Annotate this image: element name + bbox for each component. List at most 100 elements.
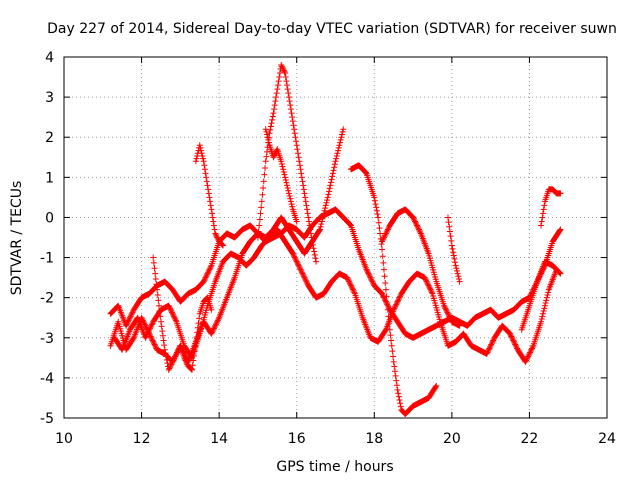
- plot-border: [63, 56, 608, 419]
- data-point: [148, 322, 155, 329]
- data-point: [258, 204, 265, 211]
- data-point: [413, 222, 420, 229]
- data-point: [542, 300, 549, 307]
- data-point: [528, 346, 535, 353]
- data-point: [192, 338, 199, 345]
- data-point: [388, 342, 395, 349]
- data-point: [379, 253, 386, 260]
- data-point: [338, 134, 345, 141]
- data-point: [195, 320, 202, 327]
- data-point: [485, 346, 492, 353]
- data-point: [371, 194, 378, 201]
- data-point: [338, 131, 345, 138]
- data-point: [300, 273, 307, 280]
- data-point: [334, 150, 341, 157]
- data-point: [150, 254, 157, 261]
- data-point: [145, 329, 152, 336]
- data-point: [450, 252, 457, 259]
- data-point: [410, 214, 417, 221]
- data-point: [393, 300, 400, 307]
- data-point: [386, 320, 393, 327]
- data-point: [395, 296, 402, 303]
- data-point: [201, 277, 208, 284]
- data-point: [220, 242, 227, 249]
- series-track-12: [518, 258, 564, 333]
- data-point: [194, 324, 201, 331]
- data-point: [269, 116, 276, 123]
- data-point: [218, 241, 225, 248]
- data-point: [165, 366, 172, 373]
- data-point: [307, 226, 314, 233]
- data-point: [282, 174, 289, 181]
- data-point: [284, 86, 291, 93]
- data-point: [281, 68, 288, 75]
- data-point: [182, 357, 189, 364]
- data-point: [298, 267, 305, 274]
- data-point: [382, 279, 389, 286]
- data-point: [163, 353, 170, 360]
- data-point: [259, 191, 266, 198]
- data-point: [487, 342, 494, 349]
- y-tick-label: -2: [40, 291, 54, 307]
- data-point: [332, 158, 339, 165]
- data-point: [126, 314, 133, 321]
- data-point: [333, 152, 340, 159]
- data-point: [511, 340, 518, 347]
- data-point: [444, 309, 451, 316]
- data-point: [543, 297, 550, 304]
- data-point: [129, 309, 136, 316]
- data-point: [213, 233, 220, 240]
- data-point: [362, 169, 369, 176]
- data-point: [150, 340, 157, 347]
- data-point: [169, 358, 176, 365]
- data-point: [488, 341, 495, 348]
- data-point: [509, 336, 516, 343]
- data-point: [146, 332, 153, 339]
- data-point: [209, 328, 216, 335]
- data-point: [274, 86, 281, 93]
- x-tick-label: 16: [288, 431, 306, 447]
- data-point: [203, 174, 210, 181]
- data-point: [379, 290, 386, 297]
- data-point: [140, 318, 147, 325]
- data-point: [256, 222, 263, 229]
- data-point: [148, 334, 155, 341]
- data-point: [454, 270, 461, 277]
- data-point: [382, 230, 389, 237]
- data-point: [271, 106, 278, 113]
- data-point: [486, 344, 493, 351]
- data-point: [126, 316, 133, 323]
- data-point: [293, 142, 300, 149]
- data-point: [188, 366, 195, 373]
- data-point: [385, 313, 392, 320]
- data-point: [543, 294, 550, 301]
- data-point: [347, 281, 354, 288]
- data-point: [300, 271, 307, 278]
- data-point: [390, 358, 397, 365]
- data-point: [305, 218, 312, 225]
- data-point: [292, 134, 299, 141]
- data-point: [141, 321, 148, 328]
- data-point: [167, 306, 174, 313]
- data-point: [522, 358, 529, 365]
- data-point: [280, 67, 287, 74]
- data-point: [197, 144, 204, 151]
- data-point: [444, 214, 451, 221]
- data-point: [278, 63, 285, 70]
- data-point: [412, 218, 419, 225]
- data-point: [193, 155, 200, 162]
- data-point: [291, 126, 298, 133]
- data-point: [191, 348, 198, 355]
- data-point: [270, 154, 277, 161]
- series-track-8: [348, 162, 440, 417]
- data-point: [296, 263, 303, 270]
- data-point: [311, 248, 318, 255]
- data-point: [297, 166, 304, 173]
- data-point: [273, 90, 280, 97]
- data-point: [524, 354, 531, 361]
- data-point: [170, 357, 177, 364]
- data-point: [172, 316, 179, 323]
- data-point: [387, 332, 394, 339]
- data-point: [350, 287, 357, 294]
- data-point: [326, 188, 333, 195]
